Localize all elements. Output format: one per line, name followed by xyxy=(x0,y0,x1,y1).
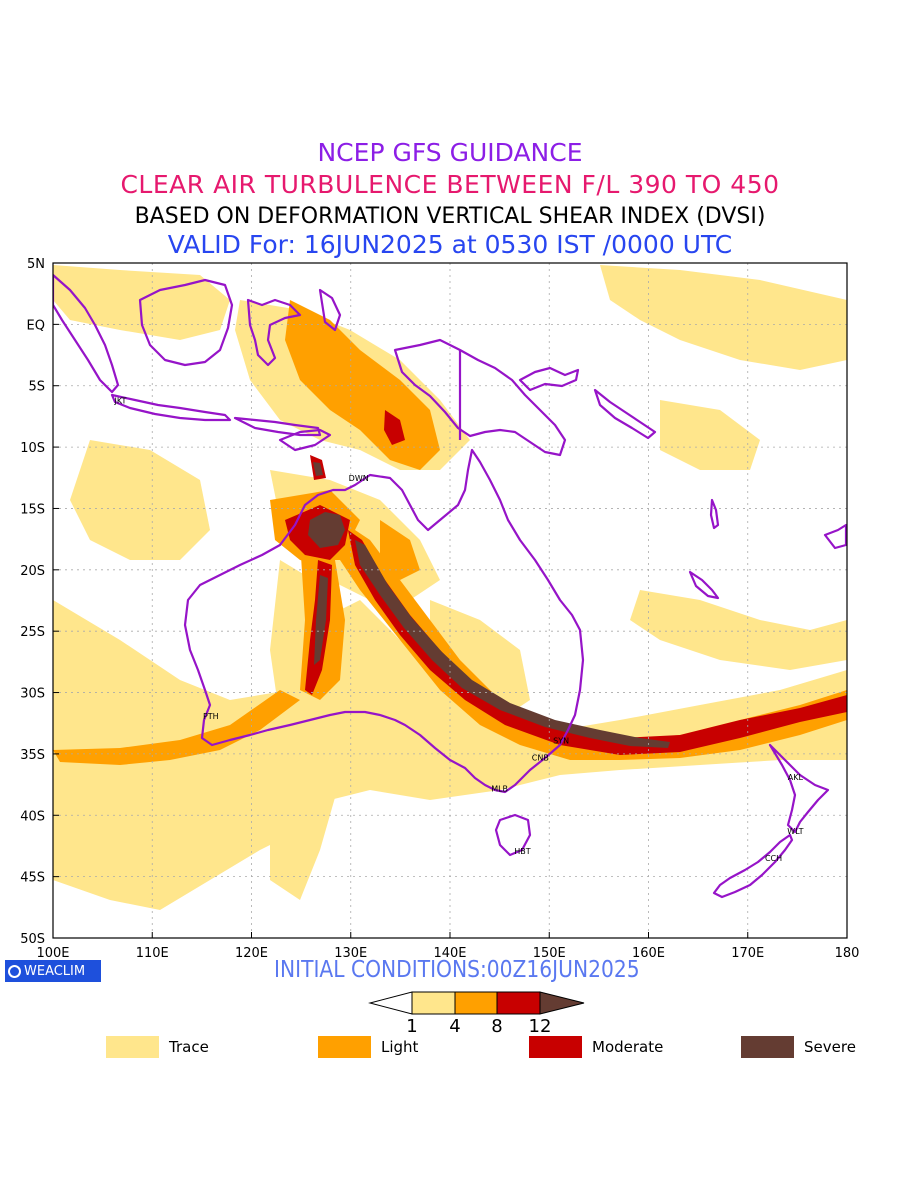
new-zealand-south-coastline xyxy=(712,833,794,899)
colorbar-tick: 4 xyxy=(449,1016,461,1037)
legend-swatch xyxy=(106,1036,159,1058)
colorbar-tick: 1 xyxy=(406,1016,418,1037)
vanuatu-coastline xyxy=(709,498,720,530)
new-zealand-north-coastline xyxy=(768,743,830,834)
title-valid-time: VALID For: 16JUN2025 at 0530 IST /0000 U… xyxy=(167,230,733,259)
legend-item-trace: Trace xyxy=(106,1036,209,1058)
lat-tick-label: 5N xyxy=(27,257,45,272)
lon-tick-label: 160E xyxy=(632,946,665,961)
brand-name: WEACLIM xyxy=(24,963,86,979)
lon-tick-label: 150E xyxy=(533,946,566,961)
city-label: PTH xyxy=(203,712,219,721)
borneo-coastline xyxy=(138,278,234,367)
legend-label: Light xyxy=(381,1038,419,1056)
colorbar xyxy=(368,991,585,1015)
city-label: DWN xyxy=(349,474,369,483)
title-method: BASED ON DEFORMATION VERTICAL SHEAR INDE… xyxy=(134,204,766,229)
legend-label: Severe xyxy=(804,1038,856,1056)
java-coastline xyxy=(110,393,232,422)
legend-swatch xyxy=(318,1036,371,1058)
colorbar-segment-trace xyxy=(411,991,456,1015)
sulawesi-coastline xyxy=(246,298,302,367)
city-label: JKT xyxy=(114,396,127,405)
lat-tick-label: 10S xyxy=(20,441,45,456)
lat-tick-label: 20S xyxy=(20,564,45,579)
lon-tick-label: 120E xyxy=(235,946,268,961)
legend-swatch xyxy=(741,1036,794,1058)
city-label: SYN xyxy=(553,736,569,745)
city-label: CCH xyxy=(765,854,782,863)
lat-tick-label: 50S xyxy=(20,932,45,947)
new-britain-coastline xyxy=(518,366,580,392)
title-product: CLEAR AIR TURBULENCE BETWEEN F/L 390 TO … xyxy=(120,170,780,199)
colorbar-segment-moderate xyxy=(496,991,541,1015)
lat-tick-label: 40S xyxy=(20,809,45,824)
colorbar-segment-light xyxy=(454,991,498,1015)
weaclim-logo: WEACLIM xyxy=(5,960,101,982)
solomons-coastline xyxy=(593,388,657,440)
city-label: HBT xyxy=(514,847,531,856)
halmahera-coastline xyxy=(318,288,342,332)
severe-areas xyxy=(308,462,670,748)
lon-tick-label: 180 xyxy=(835,946,860,961)
city-label: MLB xyxy=(491,784,508,793)
lat-tick-label: 15S xyxy=(20,502,45,517)
tasmania-coastline xyxy=(494,813,532,857)
new-guinea-coastline xyxy=(393,338,567,457)
globe-icon xyxy=(8,964,21,978)
colorbar-overflow-severe xyxy=(539,991,585,1015)
lon-tick-label: 130E xyxy=(334,946,367,961)
legend-item-light: Light xyxy=(318,1036,418,1058)
legend-label: Moderate xyxy=(592,1038,664,1056)
new-caledonia-coastline xyxy=(688,570,720,600)
colorbar-tick: 12 xyxy=(528,1016,552,1037)
lon-tick-label: 110E xyxy=(136,946,169,961)
city-markers: JKT DWN PTH SYN CNB MLB HBT AKL WLT CCH xyxy=(114,396,804,863)
city-label: CNB xyxy=(532,754,549,763)
legend-item-severe: Severe xyxy=(741,1036,856,1058)
legend-item-moderate: Moderate xyxy=(529,1036,663,1058)
title-model: NCEP GFS GUIDANCE xyxy=(317,138,583,167)
lon-tick-label: 170E xyxy=(731,946,764,961)
city-label: AKL xyxy=(788,773,804,782)
city-label: WLT xyxy=(787,827,803,836)
colorbar-tick: 8 xyxy=(491,1016,503,1037)
coastlines xyxy=(53,273,847,899)
sumatra-coastline xyxy=(53,273,120,394)
colorbar-underflow xyxy=(368,991,413,1015)
lat-tick-label: 25S xyxy=(20,625,45,640)
legend-label: Trace xyxy=(169,1038,209,1056)
latitude-axis: 5N EQ 5S 10S 15S 20S 25S 30S 35S 40S 45S 50S xyxy=(20,257,59,947)
lat-tick-label: 45S xyxy=(20,871,45,886)
longitude-axis: 100E 110E 120E 130E 140E 150E 160E 170E 180 xyxy=(36,932,859,961)
legend-swatch xyxy=(529,1036,582,1058)
lon-tick-label: 100E xyxy=(36,946,69,961)
lat-tick-label: 30S xyxy=(20,687,45,702)
timor-coastline xyxy=(278,428,332,452)
lon-tick-label: 140E xyxy=(433,946,466,961)
australia-coastline xyxy=(183,448,585,794)
fiji-coastline xyxy=(823,523,847,550)
initial-conditions: INITIAL CONDITIONS:00Z16JUN2025 xyxy=(274,957,640,983)
lesser-sunda-coastline xyxy=(233,416,322,437)
lat-tick-label: EQ xyxy=(27,318,45,333)
lat-tick-label: 35S xyxy=(20,748,45,763)
lat-tick-label: 5S xyxy=(28,380,45,395)
